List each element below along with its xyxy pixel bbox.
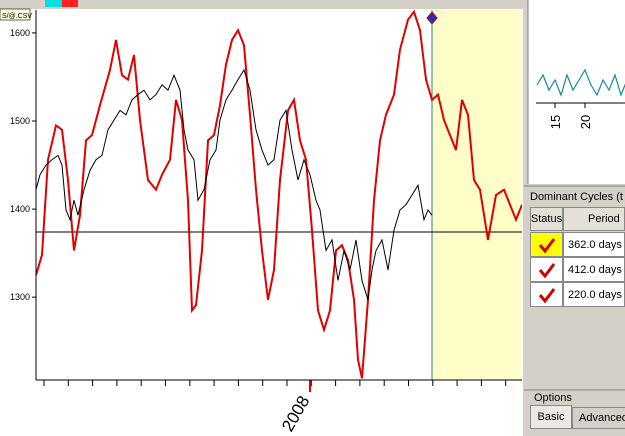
panel-title: Options xyxy=(534,392,572,404)
status-cell[interactable] xyxy=(530,257,563,282)
spectrum-line xyxy=(536,68,625,97)
toolbar-button[interactable] xyxy=(45,0,62,7)
forecast-marker xyxy=(426,11,438,25)
period-cell: 412.0 days xyxy=(563,257,625,282)
period-cell: 220.0 days xyxy=(563,282,625,307)
tab[interactable]: Advanced xyxy=(572,407,625,429)
series-line xyxy=(36,10,522,379)
checkmark xyxy=(538,262,555,278)
y-tick-label: 1400 xyxy=(10,204,30,214)
series-line xyxy=(36,68,433,300)
checkmark xyxy=(538,287,555,303)
status-cell[interactable] xyxy=(530,282,563,307)
y-tick-label: 1300 xyxy=(10,292,30,302)
period-cell: 362.0 days xyxy=(563,232,625,257)
x-tick-label: 15 xyxy=(548,115,563,129)
y-tick-label: 1600 xyxy=(10,28,30,38)
y-tick-label: 1500 xyxy=(10,116,30,126)
column-header[interactable]: Status xyxy=(530,207,563,231)
column-header[interactable]: Period xyxy=(563,207,625,231)
checkmark xyxy=(538,237,555,253)
x-tick-label: 20 xyxy=(578,115,593,129)
status-cell[interactable] xyxy=(530,232,563,257)
spectrum-panel xyxy=(528,0,625,184)
toolbar xyxy=(0,0,523,9)
tab[interactable]: Basic xyxy=(530,405,572,429)
panel-title: Dominant Cycles (t xyxy=(530,190,625,204)
toolbar-button[interactable] xyxy=(62,0,78,7)
file-label: S/@.CSV xyxy=(2,13,32,20)
forecast-region xyxy=(432,10,522,380)
file-label-box xyxy=(0,8,31,21)
series-group xyxy=(36,10,522,379)
